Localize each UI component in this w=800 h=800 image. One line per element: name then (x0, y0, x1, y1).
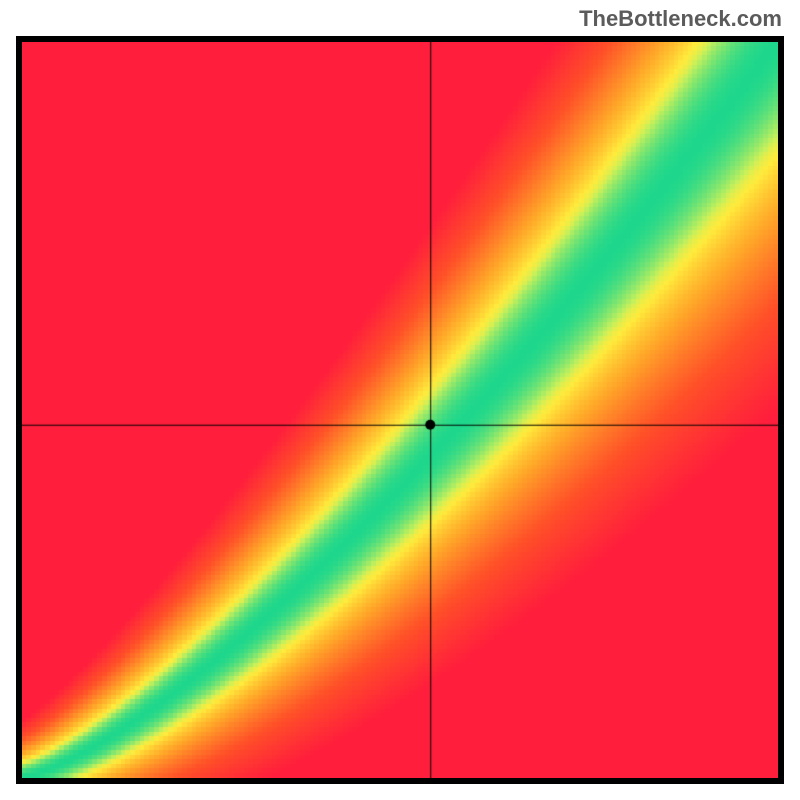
container: TheBottleneck.com (0, 0, 800, 800)
plot-frame (16, 36, 784, 784)
heatmap-canvas (22, 42, 778, 778)
watermark-text: TheBottleneck.com (579, 6, 782, 32)
